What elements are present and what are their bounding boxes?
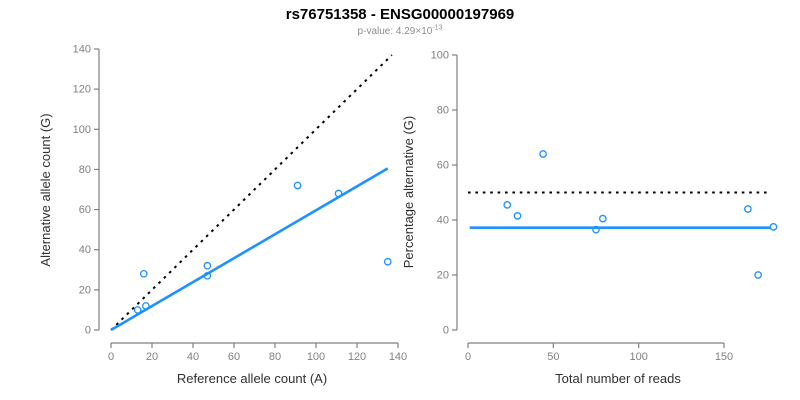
y-tick-label: 120 (73, 84, 91, 96)
y-axis-title: Percentage alternative (G) (401, 116, 416, 268)
y-tick-label: 40 (437, 215, 449, 227)
data-point (503, 201, 512, 209)
data-point (539, 150, 547, 158)
x-tick-label: 60 (228, 351, 240, 363)
data-point (142, 302, 150, 310)
data-point (203, 271, 212, 280)
y-axis-title: Alternative allele count (G) (38, 113, 53, 266)
x-axis-title: Total number of reads (555, 371, 681, 386)
right-scatter-plot: 0 20 40 60 80 100 0 50 100 150 Total number of rea… (401, 50, 778, 386)
y-tick-label: 60 (437, 160, 449, 172)
x-tick-label: 150 (715, 351, 733, 363)
data-point (592, 225, 600, 234)
data-point (513, 212, 522, 220)
y-tick-label: 20 (437, 270, 449, 282)
data-point (744, 205, 752, 213)
x-tick-label: 100 (629, 351, 647, 363)
x-tick-label: 40 (187, 351, 199, 363)
x-tick-label: 0 (108, 351, 114, 363)
y-tick-label: 80 (437, 105, 449, 117)
data-point (334, 189, 343, 198)
data-point (769, 223, 778, 231)
y-tick-label: 40 (79, 244, 91, 256)
x-tick-label: 0 (465, 351, 471, 363)
data-point (598, 214, 607, 223)
x-tick-label: 120 (348, 351, 366, 363)
identity-line (110, 54, 393, 331)
y-tick-label: 0 (85, 325, 91, 337)
y-tick-label: 0 (443, 325, 449, 337)
left-scatter-plot: 0 20 40 60 80 100 120 140 0 20 40 60 80 100 120 140 Refe… (38, 44, 407, 387)
y-tick-label: 60 (79, 204, 91, 216)
pvalue-text: p-value: 4.29×10 (357, 26, 433, 37)
data-point (293, 181, 302, 190)
y-tick-label: 20 (79, 284, 91, 296)
figure-subtitle: p-value: 4.29×10-13 (0, 24, 800, 37)
data-point (383, 257, 392, 266)
x-tick-label: 140 (389, 351, 407, 363)
x-tick-label: 100 (307, 351, 325, 363)
y-tick-label: 140 (73, 44, 91, 56)
fit-line (110, 167, 389, 332)
data-point (139, 269, 148, 278)
data-point (133, 306, 142, 314)
y-tick-label: 100 (431, 50, 449, 62)
data-point (203, 261, 212, 270)
figure-title: rs76751358 - ENSG00000197969 (285, 6, 515, 23)
x-tick-label: 80 (269, 351, 281, 363)
data-point (754, 271, 762, 279)
y-tick-label: 100 (73, 124, 91, 136)
x-tick-label: 20 (146, 351, 158, 363)
x-axis-title: Reference allele count (A) (177, 371, 327, 386)
x-tick-label: 50 (547, 351, 559, 363)
pvalue-exponent: -13 (432, 24, 443, 32)
y-tick-label: 80 (79, 164, 91, 176)
